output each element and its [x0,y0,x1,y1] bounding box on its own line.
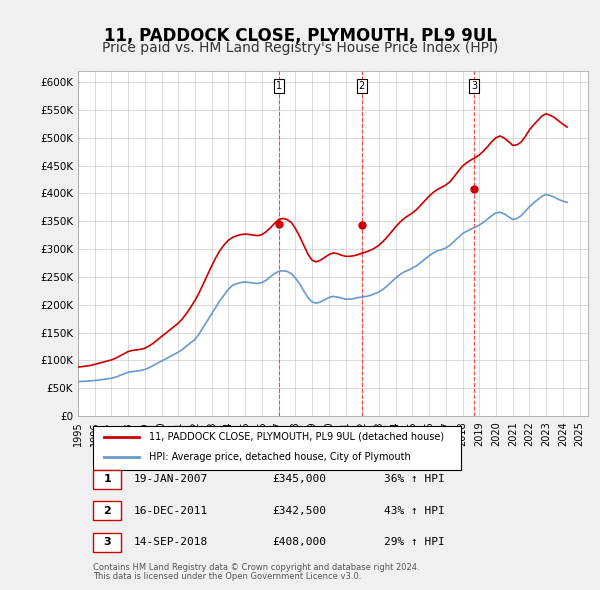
Text: 14-SEP-2018: 14-SEP-2018 [134,537,208,547]
Text: £408,000: £408,000 [272,537,326,547]
FancyBboxPatch shape [94,470,121,489]
Text: HPI: Average price, detached house, City of Plymouth: HPI: Average price, detached house, City… [149,453,411,463]
Text: £342,500: £342,500 [272,506,326,516]
Text: 2: 2 [358,81,365,91]
Text: This data is licensed under the Open Government Licence v3.0.: This data is licensed under the Open Gov… [94,572,362,581]
Text: 29% ↑ HPI: 29% ↑ HPI [384,537,445,547]
Text: 3: 3 [103,537,111,547]
Text: Contains HM Land Registry data © Crown copyright and database right 2024.: Contains HM Land Registry data © Crown c… [94,563,420,572]
Text: 16-DEC-2011: 16-DEC-2011 [134,506,208,516]
Text: 11, PADDOCK CLOSE, PLYMOUTH, PL9 9UL (detached house): 11, PADDOCK CLOSE, PLYMOUTH, PL9 9UL (de… [149,432,445,442]
FancyBboxPatch shape [94,533,121,552]
Text: 19-JAN-2007: 19-JAN-2007 [134,474,208,484]
Text: 36% ↑ HPI: 36% ↑ HPI [384,474,445,484]
Text: 1: 1 [103,474,111,484]
Text: 43% ↑ HPI: 43% ↑ HPI [384,506,445,516]
Text: 1: 1 [277,81,283,91]
Text: Price paid vs. HM Land Registry's House Price Index (HPI): Price paid vs. HM Land Registry's House … [102,41,498,55]
Text: 2: 2 [103,506,111,516]
Text: 11, PADDOCK CLOSE, PLYMOUTH, PL9 9UL: 11, PADDOCK CLOSE, PLYMOUTH, PL9 9UL [104,27,497,45]
FancyBboxPatch shape [94,502,121,520]
Text: £345,000: £345,000 [272,474,326,484]
FancyBboxPatch shape [94,426,461,470]
Text: 3: 3 [472,81,478,91]
